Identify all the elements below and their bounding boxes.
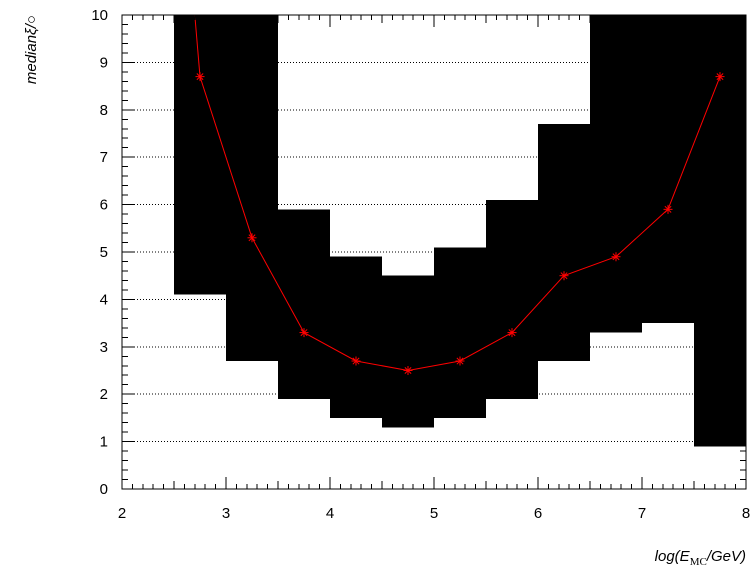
- x-tick-label-7: 7: [638, 505, 646, 522]
- data-point-0: [195, 72, 205, 82]
- y-tick-label-7: 7: [100, 149, 108, 166]
- data-point-9: [663, 204, 673, 214]
- data-point-5: [455, 356, 465, 366]
- data-point-10: [715, 72, 725, 82]
- data-point-2: [299, 328, 309, 338]
- band-bin-2: [278, 209, 330, 399]
- y-tick-label-3: 3: [100, 339, 108, 356]
- x-tick-label-6: 6: [534, 505, 542, 522]
- y-tick-label-9: 9: [100, 54, 108, 71]
- plot-frame: [121, 14, 747, 490]
- series-line: [194, 14, 721, 372]
- median-line: [194, 14, 725, 375]
- band-bin-5: [434, 247, 486, 418]
- x-axis-label: log(EMC/GeV): [655, 548, 746, 568]
- y-tick-label-4: 4: [100, 291, 108, 308]
- tick-labels: 2 3 4 5 6 7 8 0 1 2 3 4 5 6 7 8 9 10: [91, 7, 750, 522]
- band-bin-1: [226, 15, 278, 362]
- x-tick-label-4: 4: [326, 505, 334, 522]
- y-tick-label-5: 5: [100, 244, 108, 261]
- uncertainty-band: [174, 15, 746, 447]
- x-tick-label-8: 8: [742, 505, 750, 522]
- data-point-7: [559, 271, 569, 281]
- x-tick-label-2: 2: [118, 505, 126, 522]
- y-tick-label-2: 2: [100, 386, 108, 403]
- band-bin-4: [382, 275, 434, 428]
- band-bin-8: [590, 15, 642, 333]
- grid: [122, 61, 746, 443]
- band-bin-10: [694, 15, 746, 447]
- data-point-1: [247, 233, 257, 243]
- y-tick-label-8: 8: [100, 102, 108, 119]
- data-point-6: [507, 328, 517, 338]
- data-point-3: [351, 356, 361, 366]
- data-point-4: [403, 366, 413, 375]
- y-tick-label-1: 1: [100, 434, 108, 451]
- y-axis-label: medianξ/○: [23, 15, 40, 84]
- band-bin-9: [642, 15, 694, 324]
- x-tick-label-5: 5: [430, 505, 438, 522]
- y-tick-label-0: 0: [100, 481, 108, 498]
- data-point-8: [611, 252, 621, 262]
- band-bin-3: [330, 256, 382, 418]
- band-bin-7: [538, 124, 590, 362]
- y-tick-label-10: 10: [91, 7, 108, 24]
- y-tick-label-6: 6: [100, 197, 108, 214]
- band-bin-0: [174, 15, 226, 295]
- x-tick-label-3: 3: [222, 505, 230, 522]
